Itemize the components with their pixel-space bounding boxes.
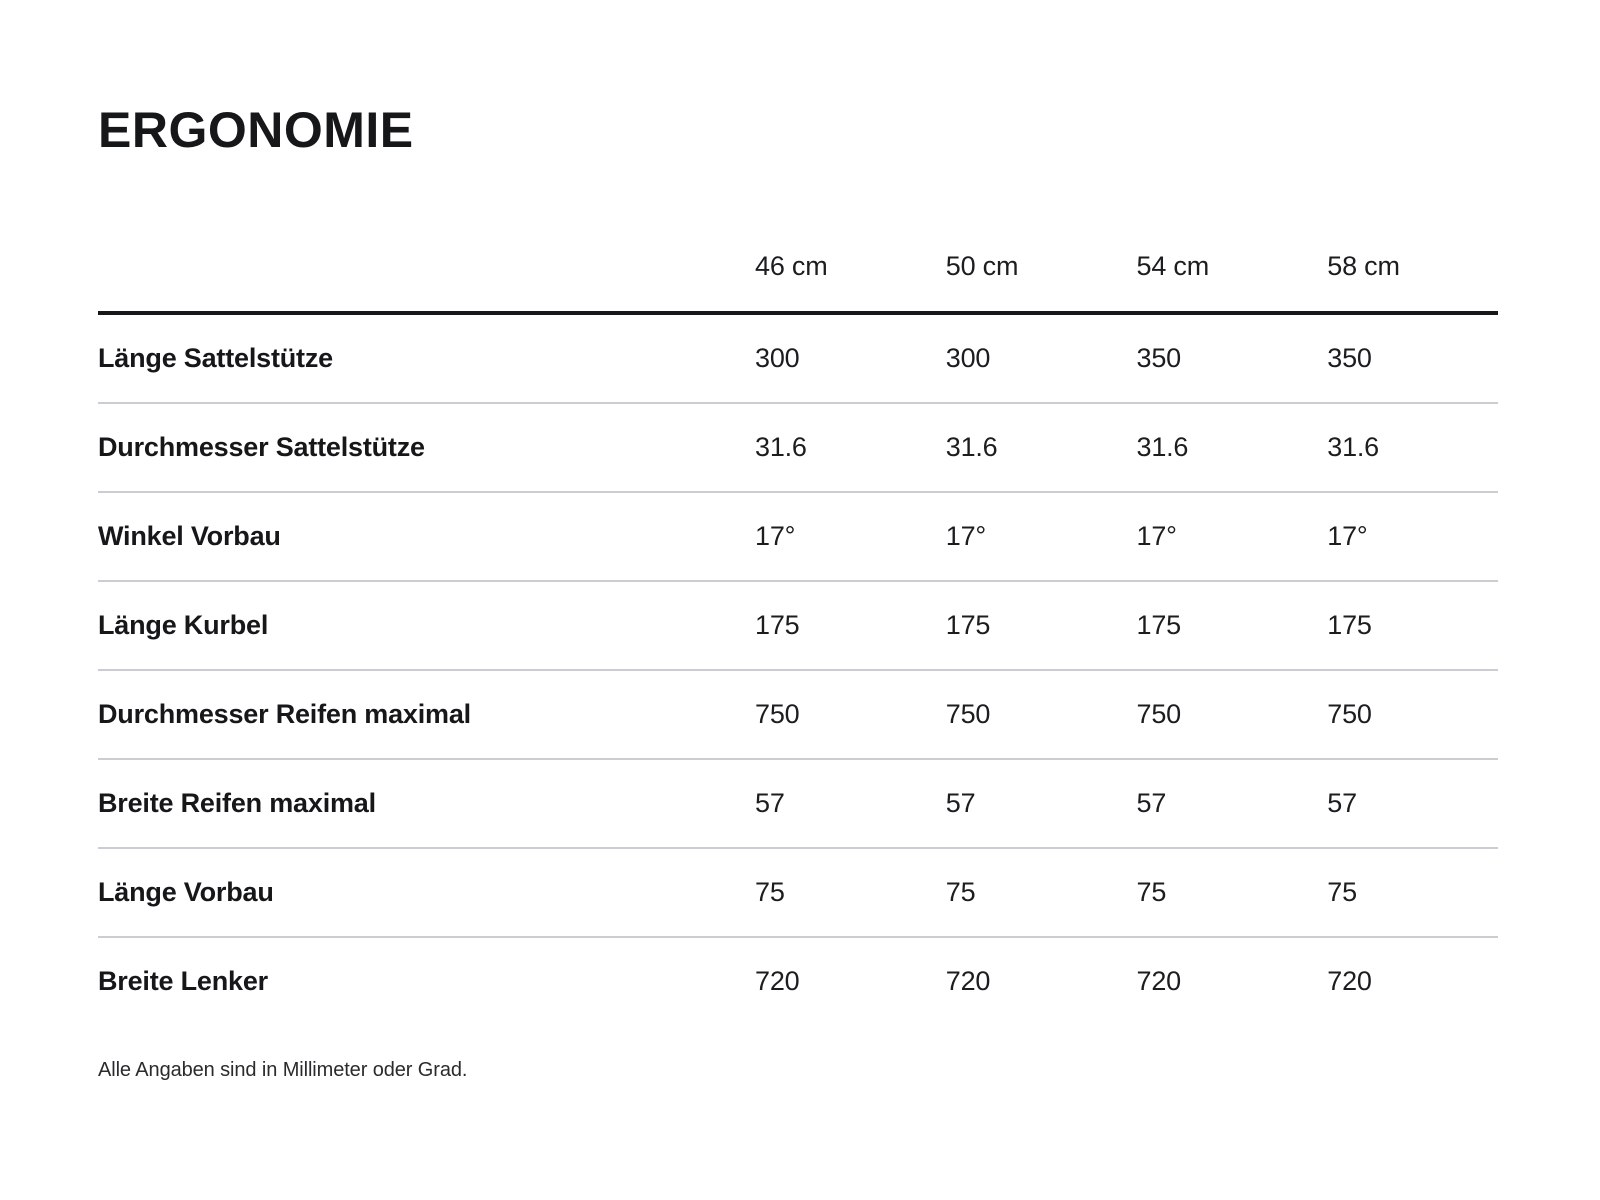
table-body: Länge Sattelstütze 300 300 350 350 Durch… bbox=[98, 313, 1498, 1025]
spec-value: 720 bbox=[1136, 966, 1182, 996]
table-row: Winkel Vorbau 17° 17° 17° 17° bbox=[98, 492, 1498, 582]
table-row: Durchmesser Reifen maximal 750 750 750 7… bbox=[98, 670, 1498, 760]
spec-value: 17° bbox=[735, 492, 926, 582]
spec-value: 31.6 bbox=[735, 403, 926, 493]
spec-value: 750 bbox=[1116, 670, 1308, 760]
spec-value: 175 bbox=[1116, 581, 1308, 671]
row-label: Breite Reifen maximal bbox=[98, 759, 735, 849]
table-row: Durchmesser Sattelstütze 31.6 31.6 31.6 … bbox=[98, 403, 1498, 493]
spec-value: 31.6 bbox=[1116, 403, 1308, 493]
column-header-58cm: 58 cm bbox=[1307, 222, 1498, 315]
table-header: 46 cm 50 cm 54 cm 58 cm bbox=[98, 222, 1498, 315]
column-header-50cm: 50 cm bbox=[925, 222, 1117, 315]
spec-value: 57 bbox=[925, 759, 1117, 849]
spec-value: 75 bbox=[735, 848, 926, 938]
spec-value: 720 bbox=[755, 966, 800, 996]
content-area: ERGONOMIE 46 cm 50 cm 54 cm 58 cm bbox=[98, 0, 1498, 1102]
spec-value: 17° bbox=[1116, 492, 1308, 582]
row-label: Winkel Vorbau bbox=[98, 492, 735, 582]
spec-value: 720 bbox=[945, 966, 991, 996]
row-label: Länge Vorbau bbox=[98, 848, 735, 938]
row-label: Durchmesser Sattelstütze bbox=[98, 403, 735, 493]
ergonomics-table: 46 cm 50 cm 54 cm 58 cm Länge Sattelstüt… bbox=[98, 222, 1498, 1025]
spec-value: 57 bbox=[735, 759, 926, 849]
spec-value: 720 bbox=[1327, 966, 1372, 996]
spec-value: 175 bbox=[735, 581, 926, 671]
spec-value: 75 bbox=[1307, 848, 1498, 938]
spec-value: 175 bbox=[925, 581, 1117, 671]
spec-value: 17° bbox=[925, 492, 1117, 582]
table-row: Breite Reifen maximal 57 57 57 57 bbox=[98, 759, 1498, 849]
column-header-46cm: 46 cm bbox=[735, 222, 926, 315]
spec-label-column-header bbox=[98, 222, 735, 315]
spec-value: 57 bbox=[1116, 759, 1308, 849]
column-header-54cm: 54 cm bbox=[1116, 222, 1308, 315]
footnote: Alle Angaben sind in Millimeter oder Gra… bbox=[98, 1059, 468, 1081]
row-label: Länge Kurbel bbox=[98, 581, 735, 671]
table-row: Breite Lenker 720 720 720 720 bbox=[98, 937, 1498, 1025]
spec-value: 31.6 bbox=[925, 403, 1117, 493]
spec-value: 31.6 bbox=[1307, 403, 1498, 493]
spec-value: 750 bbox=[1307, 670, 1498, 760]
row-label: Länge Sattelstütze bbox=[98, 313, 735, 404]
table-row: Länge Sattelstütze 300 300 350 350 bbox=[98, 313, 1498, 404]
page-title: ERGONOMIE bbox=[98, 102, 414, 158]
spec-value: 750 bbox=[735, 670, 926, 760]
spec-value: 350 bbox=[1116, 313, 1308, 404]
spec-value: 300 bbox=[925, 313, 1117, 404]
table-row: Länge Vorbau 75 75 75 75 bbox=[98, 848, 1498, 938]
spec-value: 300 bbox=[735, 313, 926, 404]
spec-value: 75 bbox=[1116, 848, 1308, 938]
spec-value: 75 bbox=[925, 848, 1117, 938]
spec-value: 350 bbox=[1307, 313, 1498, 404]
table-row: Länge Kurbel 175 175 175 175 bbox=[98, 581, 1498, 671]
row-label: Breite Lenker bbox=[98, 966, 268, 996]
spec-value: 750 bbox=[925, 670, 1117, 760]
spec-value: 57 bbox=[1307, 759, 1498, 849]
spec-value: 175 bbox=[1307, 581, 1498, 671]
spec-value: 17° bbox=[1307, 492, 1498, 582]
table-header-row: 46 cm 50 cm 54 cm 58 cm bbox=[98, 222, 1498, 315]
row-label: Durchmesser Reifen maximal bbox=[98, 670, 735, 760]
